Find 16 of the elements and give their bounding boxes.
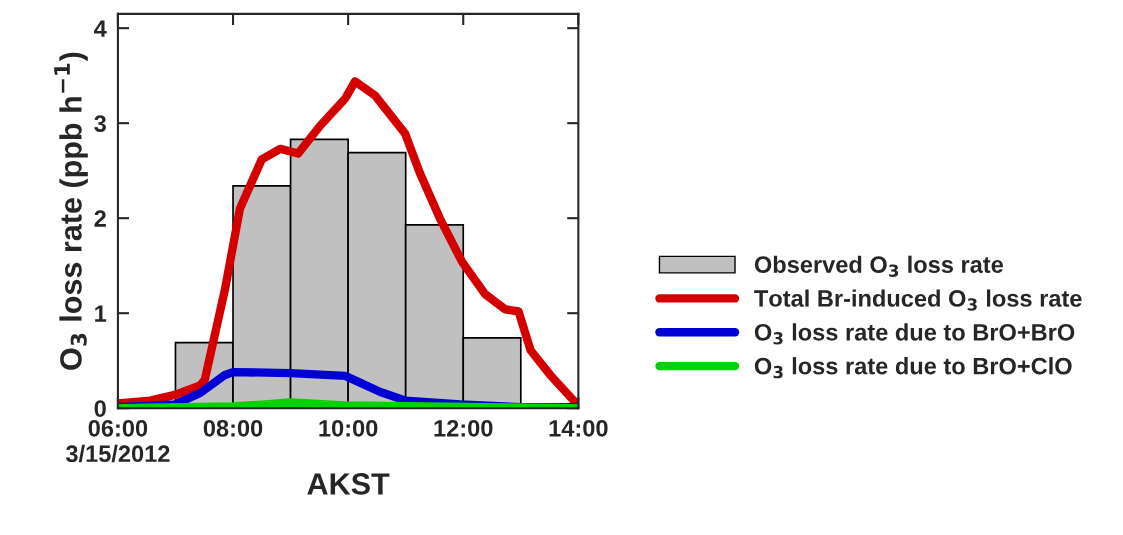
y-tick-label: 2	[94, 210, 106, 227]
y-tick-label: 1	[95, 305, 107, 322]
legend-label: Total Br-induced O$_{3}$ loss rate	[754, 289, 1082, 311]
x-tick-label: 06:00 3/15/2012	[65, 419, 170, 463]
y-axis-title: O$_{3}$ loss rate (ppb h$^{−1}$)	[54, 52, 88, 370]
y-tick-label: 4	[94, 20, 107, 37]
y-tick-label: 3	[94, 115, 106, 132]
legend-label: O$_{3}$ loss rate due to BrO+BrO	[754, 323, 1075, 345]
x-tick-label: 12:00	[434, 419, 493, 437]
legend-label: O$_{3}$ loss rate due to BrO+ClO	[754, 357, 1072, 379]
x-tick-label: 08:00	[203, 419, 263, 437]
y-tick-label: 0	[94, 400, 106, 417]
x-axis-title: AKST	[307, 473, 390, 495]
x-tick-label: 10:00	[319, 419, 378, 437]
x-tick-label: 14:00	[549, 419, 608, 437]
legend-label: Observed O$_{3}$ loss rate	[754, 255, 1003, 277]
